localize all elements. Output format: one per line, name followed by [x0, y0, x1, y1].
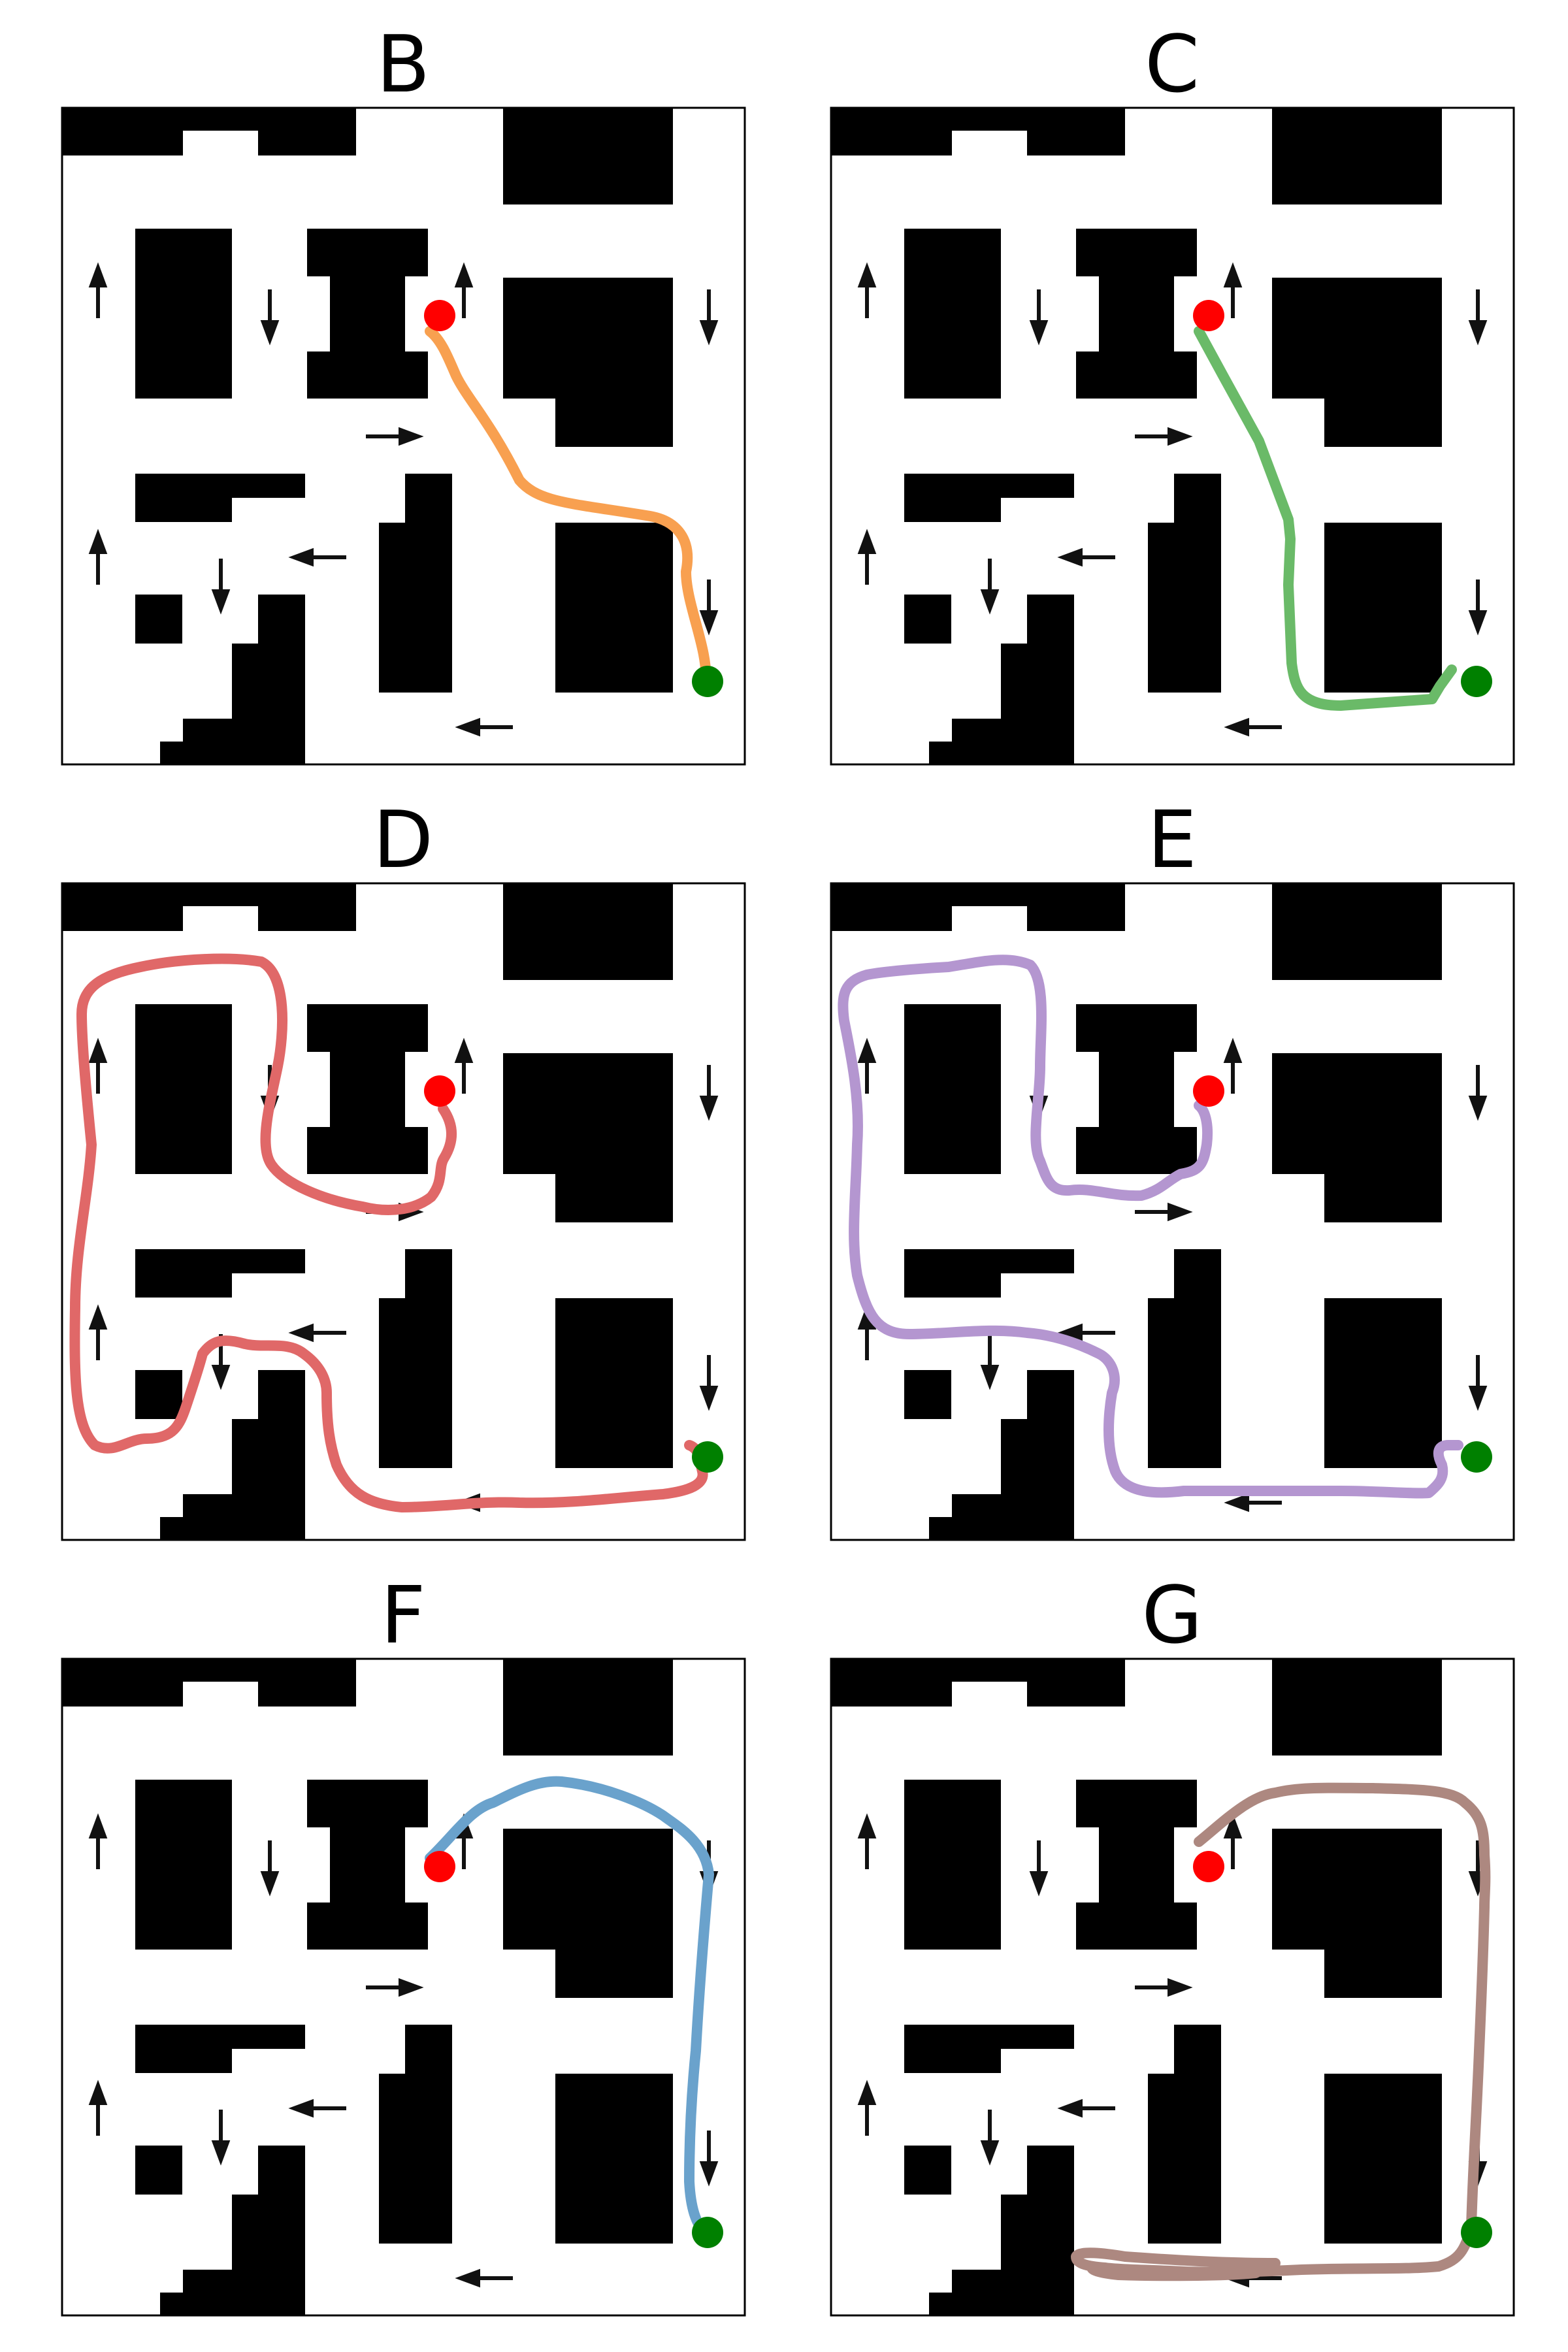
panel-title: B: [376, 20, 430, 110]
goal-marker: [692, 1441, 723, 1473]
start-marker: [424, 1075, 455, 1107]
panel-d: D: [62, 795, 745, 1540]
goal-marker: [1461, 666, 1492, 697]
panel-title: F: [380, 1571, 425, 1661]
panel-title: D: [373, 795, 433, 886]
panel-title: G: [1142, 1571, 1203, 1661]
panel-c: C: [831, 20, 1514, 764]
maze-map: [831, 1659, 1514, 2315]
trajectory-path: [1071, 1782, 1491, 2281]
goal-marker: [1461, 2217, 1492, 2248]
panel-e: E: [831, 795, 1514, 1540]
start-marker: [1193, 1075, 1224, 1107]
start-marker: [1193, 1851, 1224, 1882]
maze-map: [831, 108, 1514, 764]
trajectory-path: [1194, 326, 1457, 711]
trajectory-path: [425, 326, 711, 688]
trajectory-path: [425, 1776, 714, 2239]
goal-marker: [1461, 1441, 1492, 1473]
panel-g: G: [831, 1571, 1514, 2315]
panel-b: B: [62, 20, 745, 764]
trajectory-path: [69, 953, 708, 1512]
trajectory-path: [838, 955, 1463, 1499]
panel-title: C: [1145, 20, 1200, 110]
start-marker: [424, 300, 455, 331]
maze-map: [831, 883, 1514, 1540]
maze-map: [62, 1659, 745, 2315]
panel-f: F: [62, 1571, 745, 2315]
goal-marker: [692, 2217, 723, 2248]
goal-marker: [692, 666, 723, 697]
panel-title: E: [1147, 795, 1197, 886]
maze-map: [62, 108, 745, 764]
start-marker: [1193, 300, 1224, 331]
start-marker: [424, 1851, 455, 1882]
